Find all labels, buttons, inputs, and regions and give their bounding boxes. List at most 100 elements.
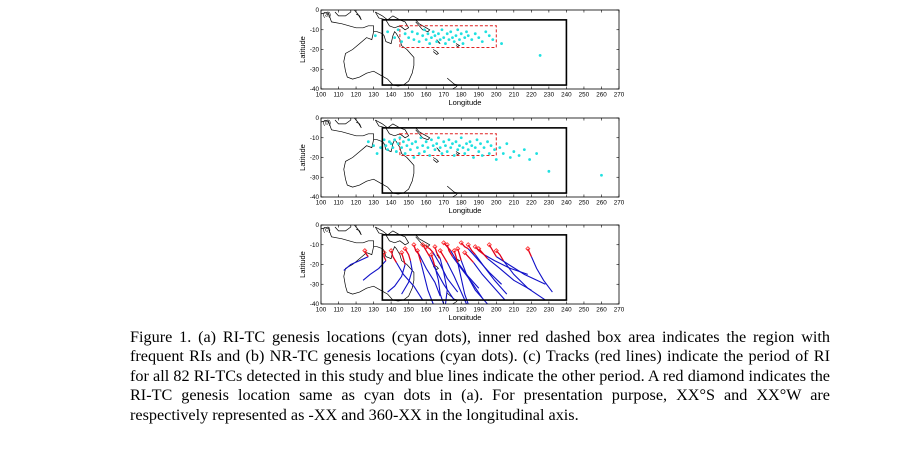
genesis-diamond xyxy=(451,248,457,254)
genesis-diamond xyxy=(472,244,478,250)
genesis-point xyxy=(373,34,377,38)
x-tick-label: 180 xyxy=(456,200,467,207)
x-axis-label: Longitude xyxy=(449,206,482,215)
genesis-point xyxy=(382,138,386,142)
genesis-point xyxy=(452,40,456,43)
genesis-point xyxy=(391,146,395,150)
genesis-point xyxy=(480,154,484,157)
genesis-diamond xyxy=(428,252,435,258)
x-tick-label: 220 xyxy=(526,92,537,99)
x-tick-label: 120 xyxy=(351,200,362,207)
x-tick-label: 270 xyxy=(614,92,625,99)
genesis-point xyxy=(398,136,402,140)
genesis-point xyxy=(451,142,454,146)
outer-analysis-box xyxy=(381,127,568,194)
x-tick-label: 220 xyxy=(526,307,537,314)
x-tick-label: 180 xyxy=(456,307,467,314)
track-other-period xyxy=(467,248,502,285)
track-other-period xyxy=(418,254,441,297)
track-other-period xyxy=(483,254,528,275)
genesis-diamond xyxy=(441,240,447,246)
x-tick-label: 240 xyxy=(561,307,572,314)
x-tick-label: 150 xyxy=(403,307,414,314)
track-other-period xyxy=(460,260,488,304)
genesis-point xyxy=(407,36,411,40)
y-tick-label: -10 xyxy=(310,27,320,34)
genesis-point xyxy=(447,38,451,42)
x-tick-label: 110 xyxy=(334,200,345,207)
x-tick-label: 170 xyxy=(438,200,449,207)
figure-panel-c: 100 110 120 130 140 150 160 170 180 190 200 210 220 2… xyxy=(298,222,625,320)
plot-area xyxy=(321,225,553,304)
figure-caption: Figure 1. (a) RI-TC genesis locations (c… xyxy=(130,328,830,424)
genesis-point xyxy=(396,28,400,32)
x-tick-label: 170 xyxy=(438,307,449,314)
track-other-period xyxy=(487,258,532,291)
genesis-point xyxy=(477,36,481,40)
genesis-point xyxy=(468,140,472,144)
genesis-point xyxy=(410,142,414,146)
coastline xyxy=(334,225,352,232)
y-tick-label: -20 xyxy=(310,262,320,269)
genesis-point xyxy=(440,28,444,32)
figure-1: 100 110 120 130 140 150 160 170 180 190 200 210 220 2… xyxy=(298,7,625,320)
track-ri-period xyxy=(439,250,448,263)
track-ri-period xyxy=(467,244,476,256)
genesis-point xyxy=(528,158,531,161)
x-tick-label: 130 xyxy=(368,92,379,99)
coastline xyxy=(415,127,431,141)
track-ri-period xyxy=(400,252,406,265)
genesis-point xyxy=(396,142,400,146)
genesis-point xyxy=(438,38,442,42)
x-tick-label: 190 xyxy=(474,307,485,314)
outer-analysis-box xyxy=(381,19,568,86)
coastline xyxy=(455,43,461,47)
coastline xyxy=(432,49,439,55)
panel-label: (a) xyxy=(323,12,331,19)
track-other-period xyxy=(429,256,455,301)
genesis-point xyxy=(386,148,390,152)
genesis-point xyxy=(403,152,407,155)
coastline xyxy=(374,11,410,31)
y-axis-label: Latitude xyxy=(298,144,307,171)
genesis-point xyxy=(423,150,426,153)
coastline xyxy=(415,19,431,33)
genesis-point xyxy=(470,38,474,42)
x-tick-label: 150 xyxy=(403,200,414,207)
genesis-point xyxy=(433,34,437,38)
y-tick-label: -30 xyxy=(310,66,320,73)
track-ri-period xyxy=(404,248,412,261)
genesis-point xyxy=(473,146,477,150)
x-tick-label: 270 xyxy=(614,307,625,314)
genesis-point xyxy=(487,152,491,155)
genesis-point xyxy=(393,138,397,142)
x-tick-label: 180 xyxy=(456,92,467,99)
genesis-point xyxy=(500,42,503,45)
genesis-point xyxy=(430,36,433,40)
plot-area xyxy=(321,118,603,197)
genesis-diamond xyxy=(420,242,426,248)
genesis-point xyxy=(400,40,404,43)
y-tick-label: 0 xyxy=(315,115,319,122)
genesis-diamond xyxy=(411,242,417,248)
genesis-point xyxy=(393,36,397,40)
x-tick-label: 160 xyxy=(421,307,432,314)
track-other-period xyxy=(502,260,546,301)
x-tick-label: 150 xyxy=(403,92,414,99)
genesis-point xyxy=(452,154,456,157)
genesis-point xyxy=(401,140,405,144)
genesis-point xyxy=(412,156,416,159)
genesis-point xyxy=(466,148,470,152)
genesis-point xyxy=(442,140,446,144)
coastline xyxy=(354,10,362,21)
genesis-point xyxy=(449,146,453,150)
genesis-point xyxy=(491,38,495,42)
track-other-period xyxy=(420,262,434,304)
genesis-point xyxy=(517,154,521,157)
genesis-point xyxy=(461,42,465,45)
genesis-point xyxy=(456,28,460,32)
genesis-point xyxy=(461,146,465,150)
genesis-diamond xyxy=(486,242,492,248)
x-tick-label: 160 xyxy=(421,92,432,99)
genesis-point xyxy=(410,30,414,34)
